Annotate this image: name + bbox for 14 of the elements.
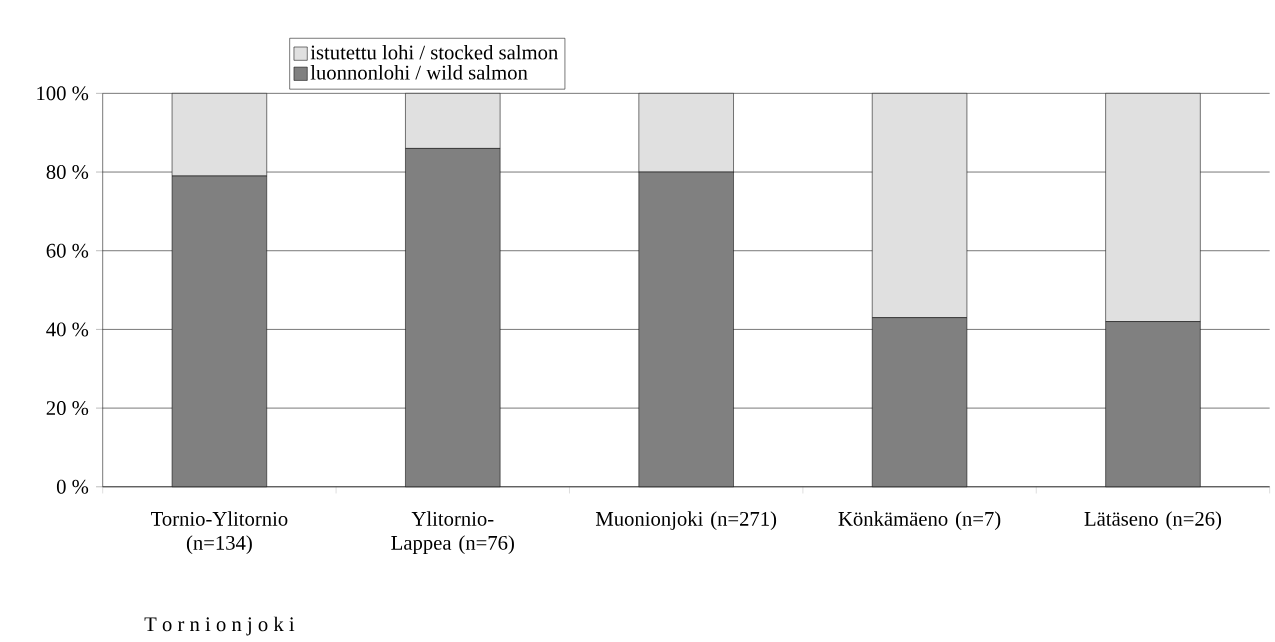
y-tick-label: 80 % — [46, 164, 89, 179]
x-tick-label: Muonionjoki (n=271) — [595, 511, 777, 530]
legend-label: luonnonlohi / wild salmon — [310, 64, 528, 80]
x-tick-label: Ylitornio-Lappea (n=76) — [391, 511, 514, 554]
x-tick-label: Lätäseno (n=26) — [1084, 511, 1222, 530]
x-tick-label: Könkämäeno (n=7) — [838, 511, 1001, 530]
y-tick-label: 0 % — [56, 479, 89, 494]
text: T o r n i o n j o k i — [144, 616, 295, 636]
legend-label: istutettu lohi / stocked salmon — [310, 44, 558, 60]
y-tick-label: 40 % — [46, 322, 89, 337]
x-tick-label: Tornio-Ylitornio (n=134) — [151, 511, 288, 554]
y-tick-label: 60 % — [46, 243, 89, 258]
y-tick-label: 100 % — [37, 86, 89, 101]
y-tick-label: 20 % — [46, 400, 89, 415]
